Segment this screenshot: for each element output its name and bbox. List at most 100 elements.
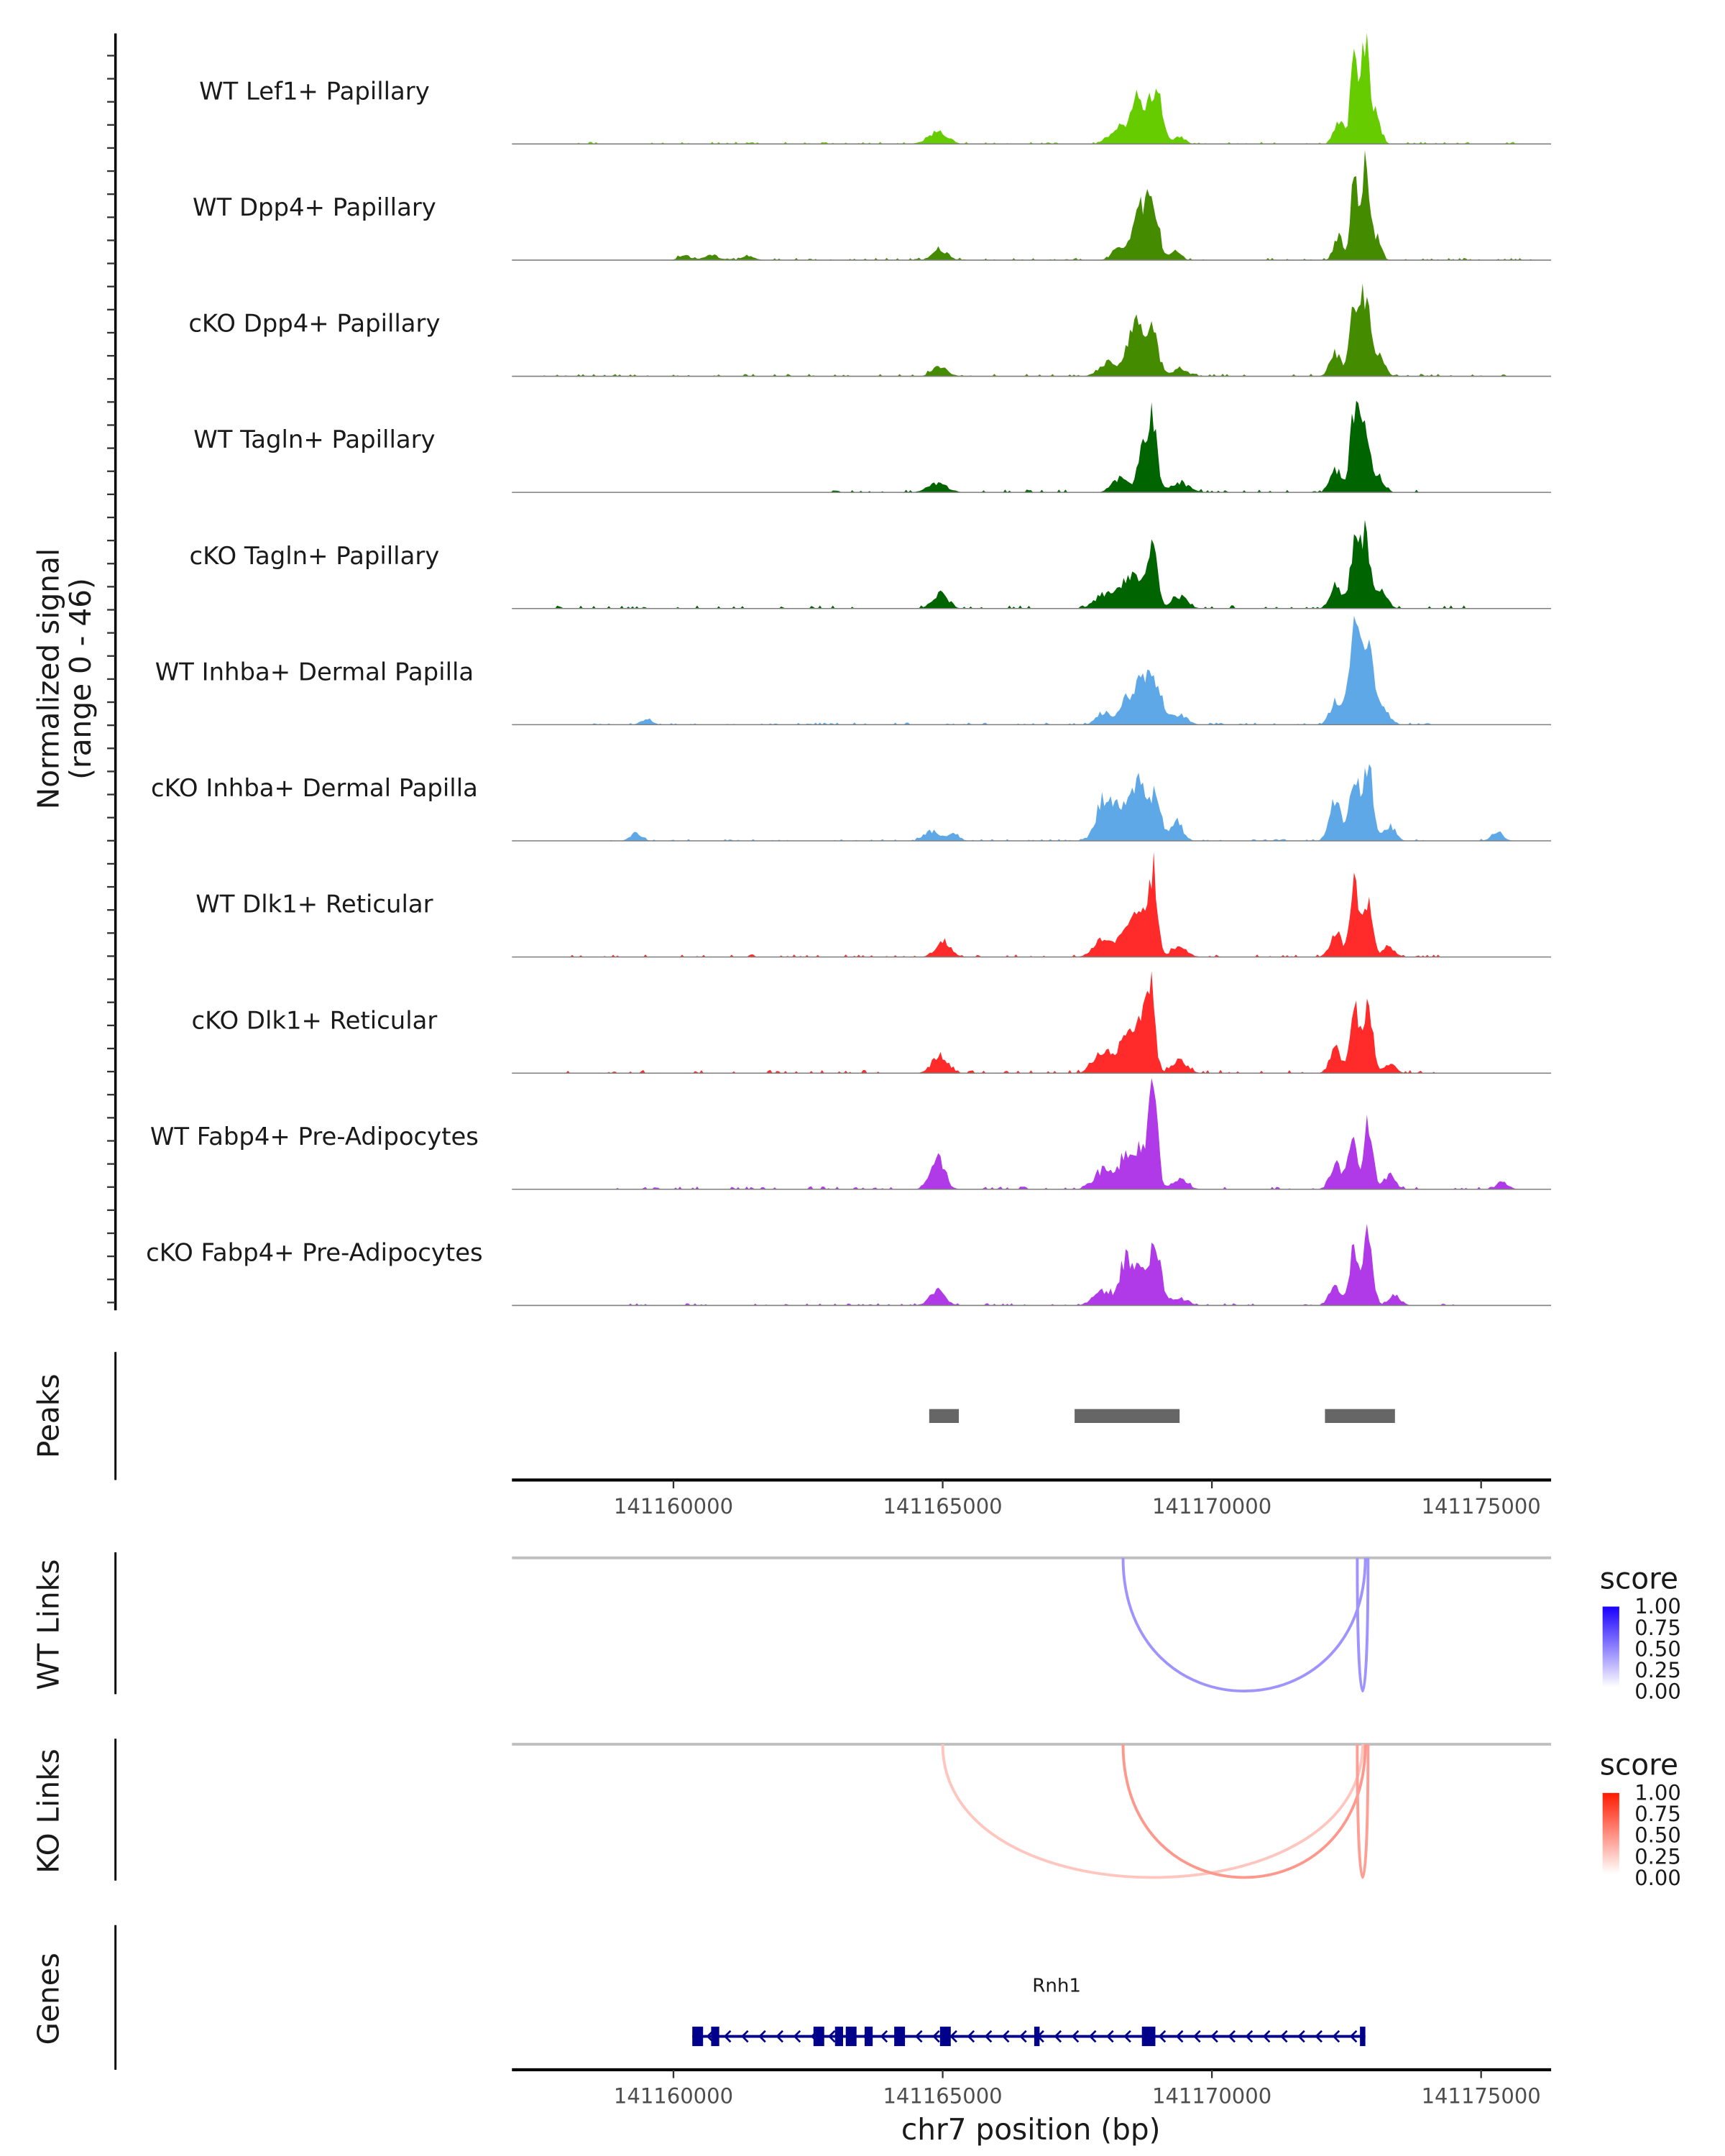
coverage-area bbox=[512, 150, 1552, 260]
gene-exon bbox=[711, 2027, 719, 2047]
strand-arrow-icon bbox=[1193, 2030, 1201, 2043]
track-label: WT Tagln+ Papillary bbox=[193, 425, 435, 453]
coverage-track: cKO Tagln+ Papillary bbox=[190, 520, 1552, 609]
track-label: WT Dpp4+ Papillary bbox=[193, 193, 436, 221]
x-tick-label: 141175000 bbox=[1422, 1494, 1541, 1519]
legend-title: score bbox=[1600, 1748, 1678, 1782]
coverage-area bbox=[512, 852, 1552, 957]
x-tick-label: 141170000 bbox=[1152, 1494, 1271, 1519]
peaks-track: Peaks bbox=[31, 1352, 1395, 1480]
coverage-track: WT Lef1+ Papillary bbox=[199, 32, 1552, 145]
strand-arrow-icon bbox=[1332, 2030, 1340, 2043]
track-label: cKO Fabp4+ Pre-Adipocytes bbox=[146, 1239, 483, 1267]
coverage-track: cKO Fabp4+ Pre-Adipocytes bbox=[146, 1223, 1552, 1307]
strand-arrow-icon bbox=[1071, 2030, 1080, 2043]
genes-track-label: Genes bbox=[31, 1953, 65, 2045]
legend-tick-label: 0.00 bbox=[1634, 1866, 1681, 1890]
x-tick-label: 141165000 bbox=[883, 2083, 1002, 2108]
strand-arrow-icon bbox=[1349, 2030, 1358, 2043]
coverage-track: cKO Dpp4+ Papillary bbox=[188, 283, 1552, 377]
coverage-tracks: WT Lef1+ Papillary WT Dpp4+ Papillary cKO … bbox=[146, 32, 1552, 1307]
gene-exon bbox=[834, 2027, 843, 2047]
link-arc bbox=[941, 1744, 1364, 1879]
strand-arrow-icon bbox=[1210, 2030, 1218, 2043]
legend-title: score bbox=[1600, 1561, 1678, 1595]
coverage-area bbox=[512, 1078, 1552, 1189]
strand-arrow-icon bbox=[949, 2030, 957, 2043]
x-axis-bottom: 141160000 141165000 141170000 141175000 bbox=[512, 2068, 1552, 2108]
strand-arrow-icon bbox=[932, 2030, 940, 2043]
gene-exon bbox=[692, 2027, 704, 2047]
coverage-track: cKO Inhba+ Dermal Papilla bbox=[151, 764, 1552, 842]
gene-exon bbox=[894, 2027, 906, 2047]
track-label: cKO Dpp4+ Papillary bbox=[188, 310, 440, 338]
strand-arrow-icon bbox=[880, 2030, 888, 2043]
peak-region bbox=[1325, 1409, 1395, 1423]
legend-tick-label: 0.00 bbox=[1634, 1680, 1681, 1704]
legend-tick-label: 0.25 bbox=[1634, 1844, 1681, 1869]
coverage-track: cKO Dlk1+ Reticular bbox=[192, 970, 1552, 1074]
legend-colorbar bbox=[1602, 1606, 1619, 1687]
gene-exon bbox=[1034, 2027, 1040, 2047]
gene-exon bbox=[1141, 2027, 1156, 2047]
strand-arrow-icon bbox=[914, 2030, 923, 2043]
x-tick-label: 141160000 bbox=[614, 2083, 733, 2108]
coverage-area bbox=[512, 283, 1552, 377]
link-arc bbox=[1356, 1557, 1370, 1692]
track-label: WT Inhba+ Dermal Papilla bbox=[155, 658, 474, 686]
peaks-track-label: Peaks bbox=[31, 1374, 65, 1459]
track-label: WT Fabp4+ Pre-Adipocytes bbox=[150, 1123, 479, 1151]
gene-exon bbox=[845, 2027, 857, 2047]
strand-arrow-icon bbox=[967, 2030, 975, 2043]
strand-arrow-icon bbox=[1158, 2030, 1167, 2043]
strand-arrow-icon bbox=[827, 2030, 836, 2043]
legend-tick-label: 0.75 bbox=[1634, 1616, 1681, 1640]
legend-tick-label: 1.00 bbox=[1634, 1781, 1681, 1805]
legend-tick-label: 0.50 bbox=[1634, 1636, 1681, 1661]
gene-exon bbox=[813, 2027, 824, 2047]
gene-exon bbox=[1360, 2027, 1366, 2047]
strand-arrow-icon bbox=[1106, 2030, 1114, 2043]
coverage-track: WT Tagln+ Papillary bbox=[193, 400, 1552, 493]
link-arc bbox=[1121, 1557, 1367, 1692]
strand-arrow-icon bbox=[1315, 2030, 1322, 2043]
strand-arrow-icon bbox=[758, 2030, 766, 2043]
strand-arrow-icon bbox=[723, 2030, 732, 2043]
x-tick-label: 141165000 bbox=[883, 1494, 1002, 1519]
x-axis-title: chr7 position (bp) bbox=[901, 2112, 1161, 2147]
strand-arrow-icon bbox=[1088, 2030, 1097, 2043]
strand-arrow-icon bbox=[1123, 2030, 1131, 2043]
coverage-track: WT Fabp4+ Pre-Adipocytes bbox=[150, 1078, 1552, 1190]
link-arc bbox=[1121, 1744, 1367, 1879]
strand-arrow-icon bbox=[984, 2030, 993, 2043]
coverage-area bbox=[512, 764, 1552, 841]
coverage-area bbox=[512, 970, 1552, 1074]
strand-arrow-icon bbox=[1245, 2030, 1254, 2043]
gene-model: Rnh1 bbox=[692, 1976, 1366, 2047]
strand-arrow-icon bbox=[1001, 2030, 1010, 2043]
peak-region bbox=[929, 1409, 960, 1423]
coverage-area bbox=[512, 520, 1552, 609]
coverage-track: WT Dlk1+ Reticular bbox=[196, 852, 1552, 958]
strand-arrow-icon bbox=[776, 2030, 783, 2043]
legend-tick-label: 0.75 bbox=[1634, 1802, 1681, 1826]
track-label: cKO Tagln+ Papillary bbox=[190, 542, 440, 570]
links-track-label: KO Links bbox=[31, 1749, 65, 1874]
strand-arrow-icon bbox=[1175, 2030, 1184, 2043]
legend-tick-label: 0.25 bbox=[1634, 1658, 1681, 1682]
y-axis-title-line2: (range 0 - 46) bbox=[63, 578, 98, 780]
x-tick-label: 141160000 bbox=[614, 1494, 733, 1519]
coverage-area bbox=[512, 400, 1552, 493]
legend-tick-label: 0.50 bbox=[1634, 1823, 1681, 1848]
track-label: WT Lef1+ Papillary bbox=[199, 77, 430, 105]
strand-arrow-icon bbox=[740, 2030, 749, 2043]
peak-region bbox=[1075, 1409, 1180, 1423]
y-axis-title-line1: Normalized signal bbox=[31, 548, 65, 809]
links-track-label: WT Links bbox=[31, 1560, 65, 1690]
link-arc bbox=[1356, 1744, 1370, 1879]
gene-name-label: Rnh1 bbox=[1032, 1976, 1081, 1997]
gene-exon bbox=[864, 2027, 873, 2047]
track-label: cKO Inhba+ Dermal Papilla bbox=[151, 774, 478, 802]
